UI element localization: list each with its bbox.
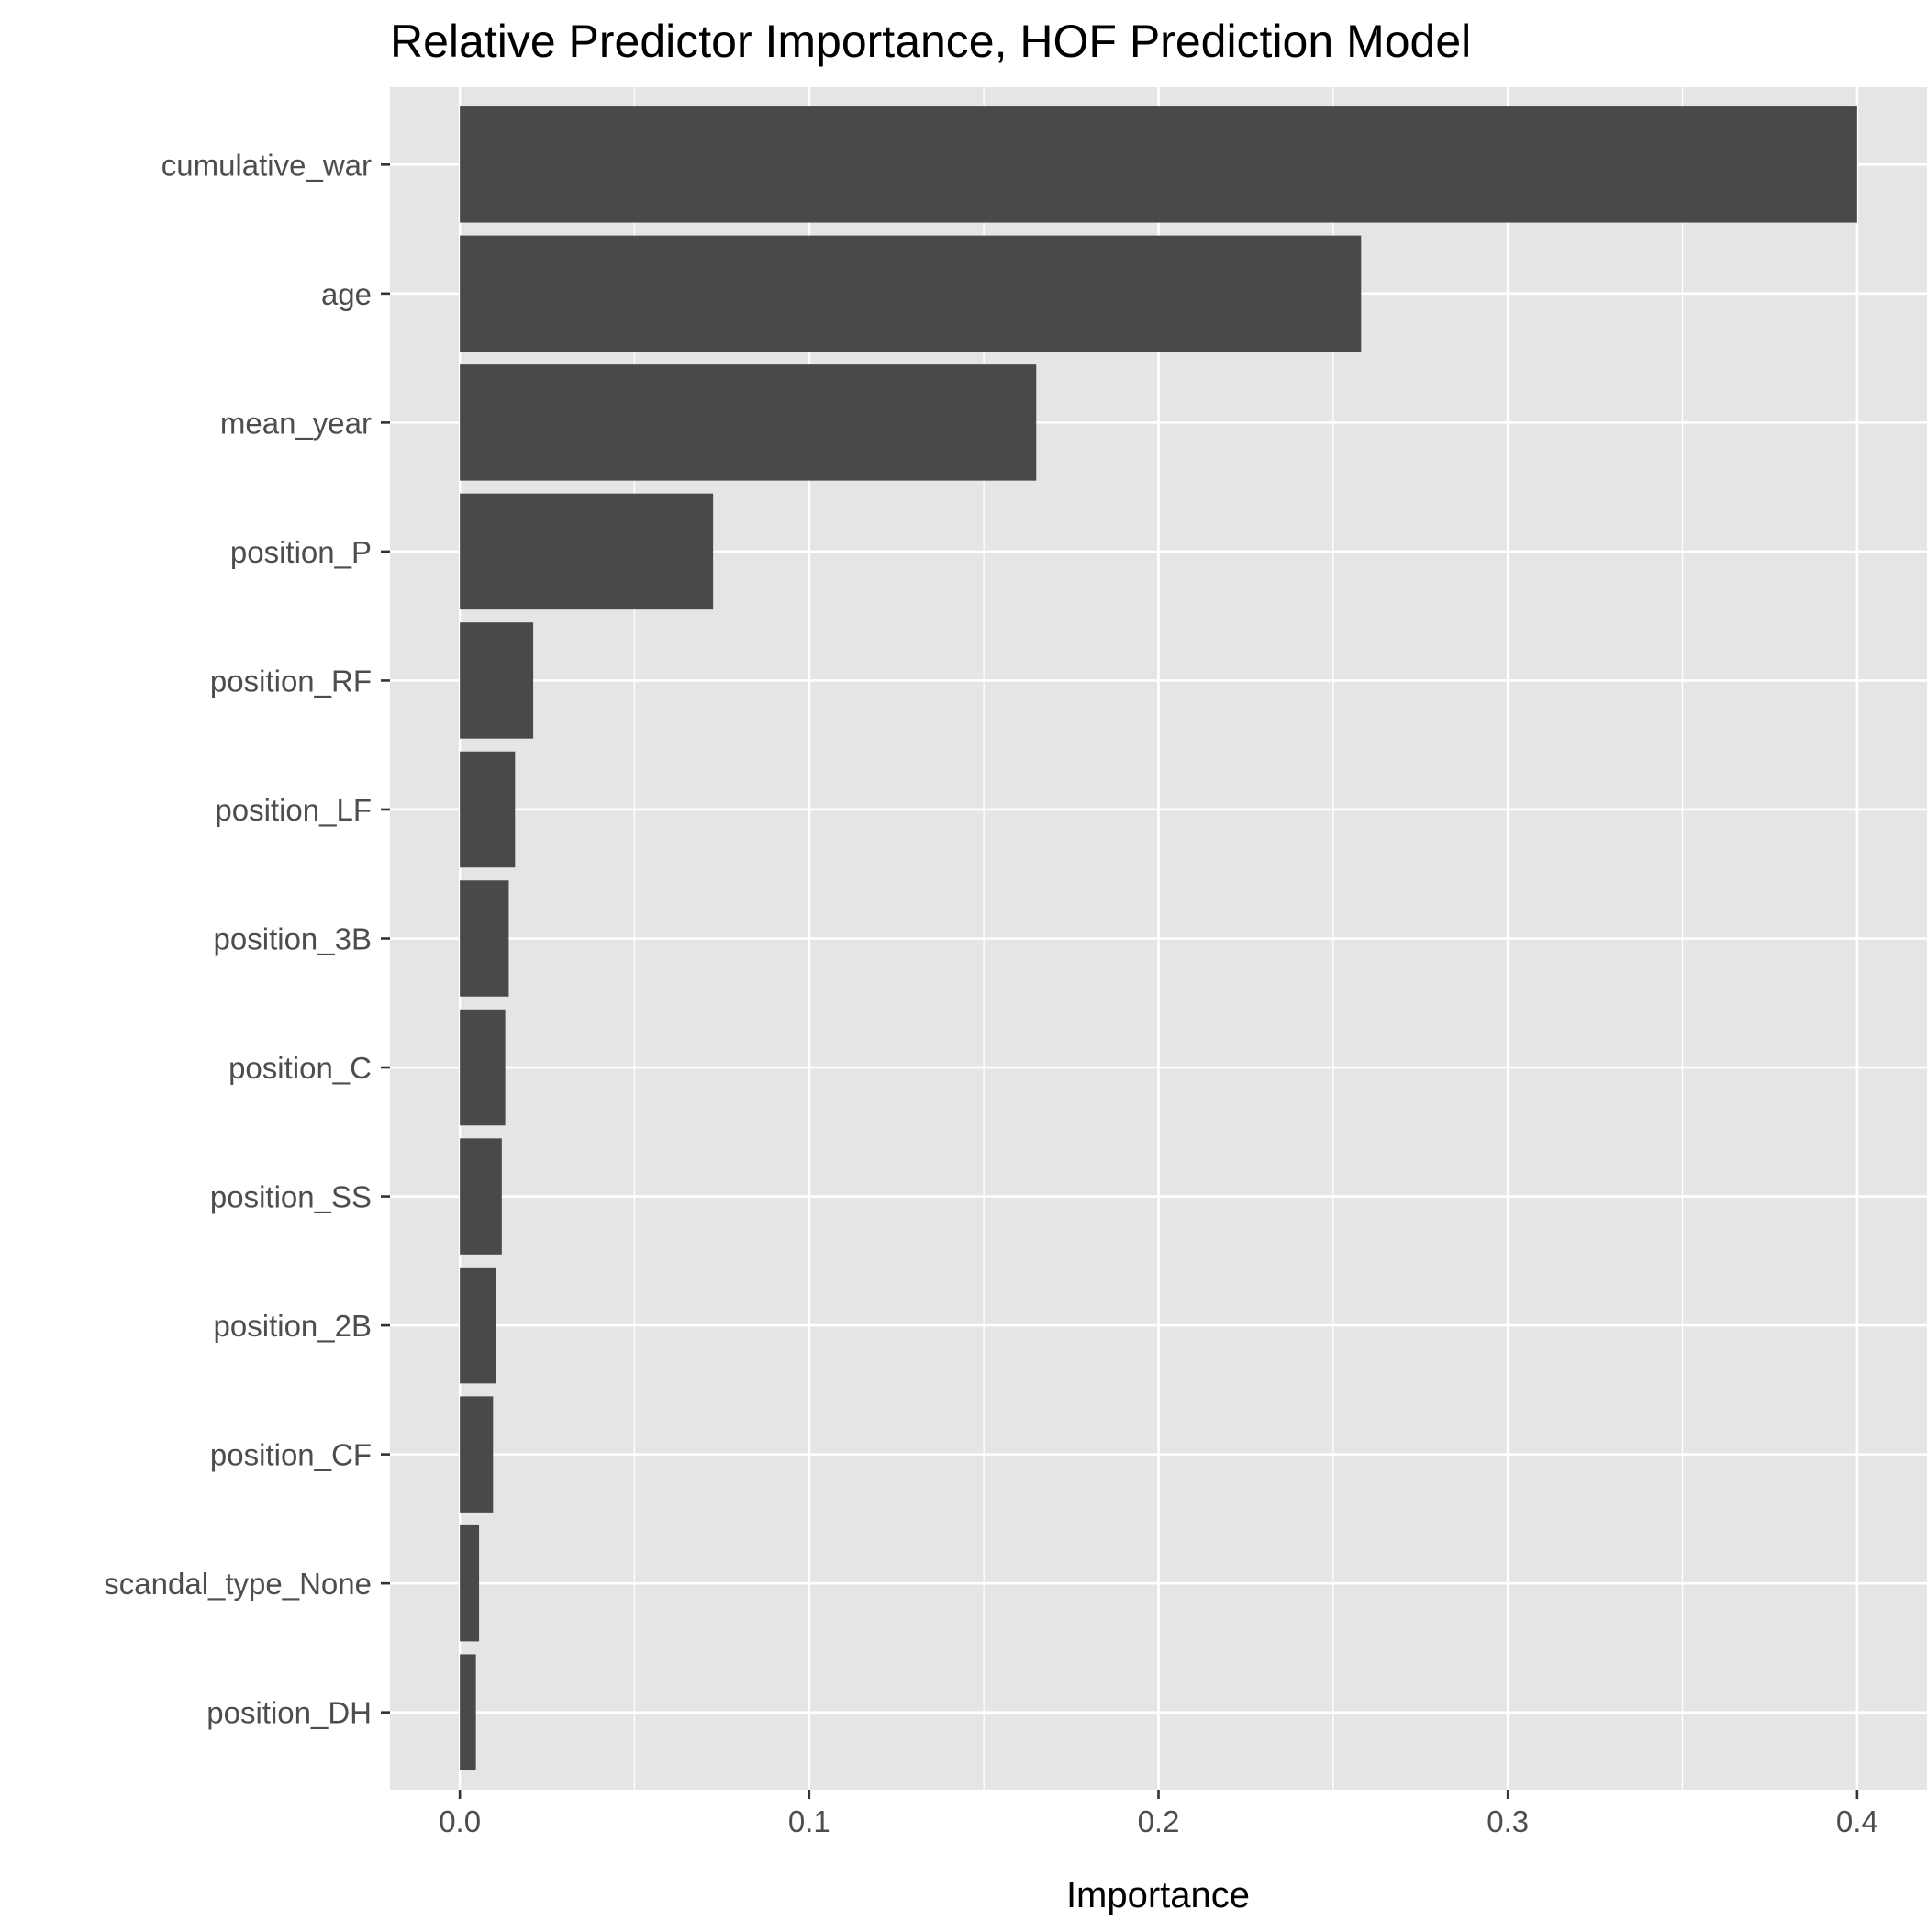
- x-tick-label: 0.0: [439, 1804, 481, 1838]
- bar-position-rf: [460, 622, 534, 739]
- bar-position-2b: [460, 1267, 496, 1384]
- x-axis-title: Importance: [1066, 1875, 1250, 1915]
- bar-mean-year: [460, 364, 1037, 481]
- bar-position-p: [460, 493, 714, 610]
- y-tick-label: position_C: [228, 1051, 372, 1085]
- bar-position-cf: [460, 1396, 494, 1513]
- y-tick-label: age: [321, 277, 372, 311]
- bar-scandal-type-none: [460, 1524, 480, 1642]
- bar-position-3b: [460, 880, 509, 997]
- bar-position-ss: [460, 1138, 502, 1255]
- y-tick-label: cumulative_war: [162, 148, 372, 182]
- x-axis: 0.0 0.1 0.2 0.3 0.4: [439, 1790, 1878, 1838]
- y-tick-label: position_P: [230, 535, 372, 569]
- y-tick-label: position_LF: [215, 793, 372, 827]
- x-tick-label: 0.4: [1836, 1804, 1878, 1838]
- bar-age: [460, 235, 1362, 352]
- y-tick-label: position_2B: [214, 1309, 372, 1343]
- y-tick-label: mean_year: [220, 406, 372, 440]
- x-tick-label: 0.3: [1487, 1804, 1529, 1838]
- y-tick-label: position_3B: [214, 922, 372, 956]
- y-tick-label: position_DH: [206, 1696, 372, 1730]
- y-tick-label: position_SS: [210, 1180, 372, 1214]
- bar-cumulative-war: [460, 106, 1857, 223]
- bars-group: [460, 106, 1857, 1770]
- bar-position-dh: [460, 1654, 476, 1770]
- y-tick-label: position_RF: [210, 664, 372, 698]
- x-tick-label: 0.1: [788, 1804, 830, 1838]
- bar-position-c: [460, 1009, 506, 1126]
- x-tick-label: 0.2: [1138, 1804, 1180, 1838]
- chart-title: Relative Predictor Importance, HOF Predi…: [390, 16, 1471, 67]
- y-tick-label: scandal_type_None: [104, 1567, 372, 1601]
- bar-position-lf: [460, 751, 516, 868]
- y-tick-label: position_CF: [210, 1438, 372, 1472]
